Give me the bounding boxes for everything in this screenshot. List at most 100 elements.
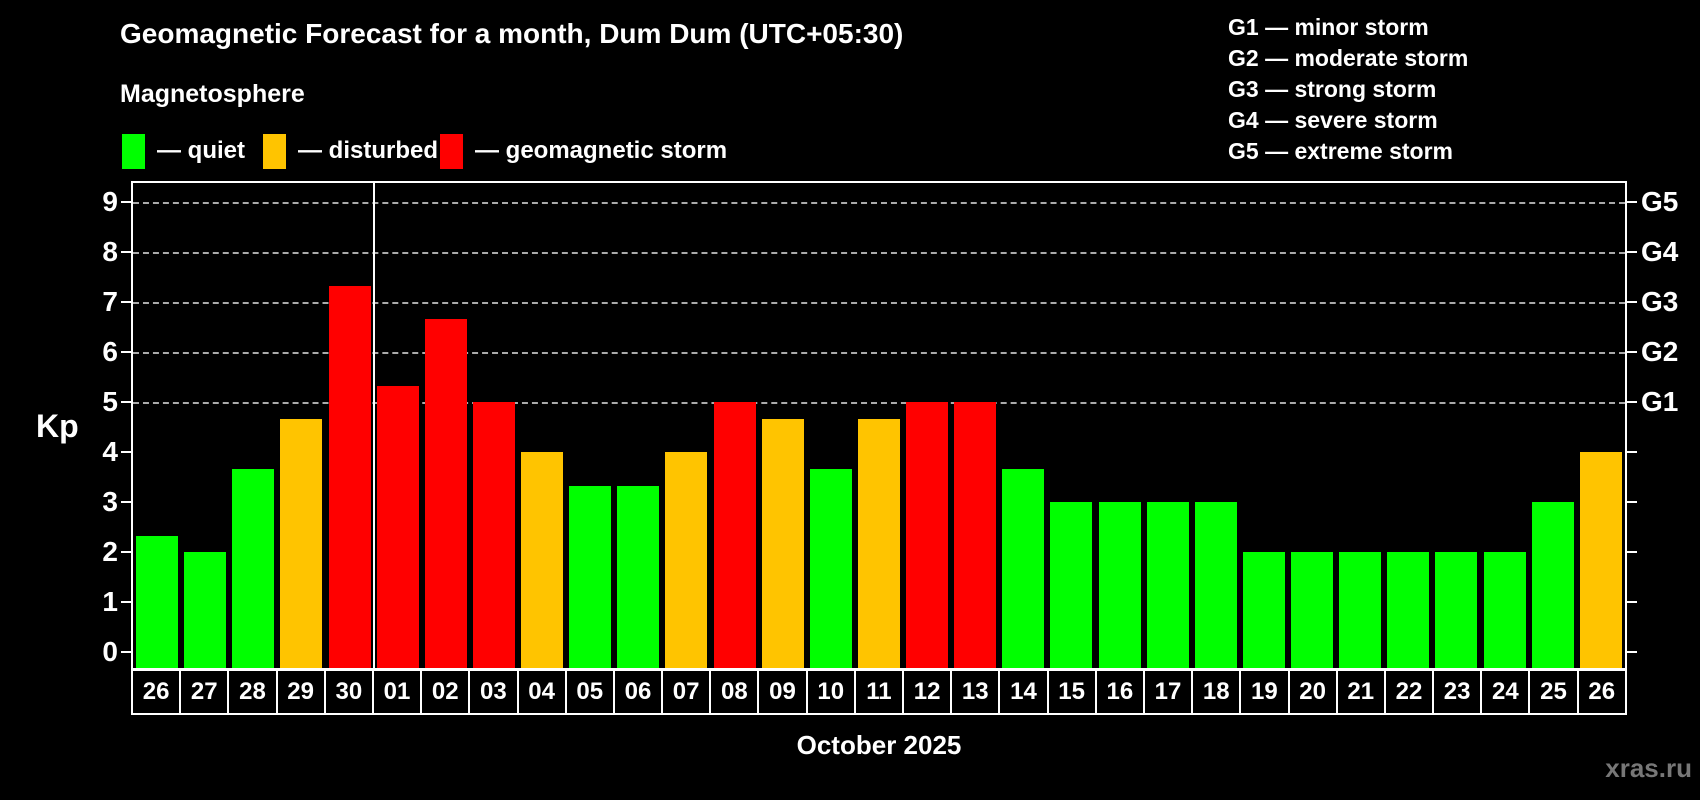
g-legend-item: G3 — strong storm xyxy=(1228,76,1437,102)
legend-label-storm: — geomagnetic storm xyxy=(475,137,728,164)
g-legend-item: G2 — moderate storm xyxy=(1228,45,1469,71)
day-labels-row: 26 27 28 29 30 01 02 03 04 05 06 07 08 09 10 11 12 13 14 15… xyxy=(131,669,1627,715)
right-axis-tick xyxy=(1625,601,1637,603)
kp-bar-day-10 xyxy=(809,468,852,668)
day-label-cell: 20 xyxy=(1287,671,1336,713)
y-tick-label-9: 9 xyxy=(102,186,118,217)
g-legend-item: G1 — minor storm xyxy=(1228,14,1429,40)
day-label-cell: 30 xyxy=(323,671,372,713)
left-axis-tick xyxy=(121,601,133,603)
kp-bar-day-04 xyxy=(521,452,564,668)
legend-item-disturbed: — disturbed xyxy=(263,133,438,169)
kp-bar-day-24 xyxy=(1483,552,1526,668)
legend-label-disturbed: — disturbed xyxy=(298,137,439,164)
right-axis-tick xyxy=(1625,551,1637,553)
y-tick-label-7: 7 xyxy=(102,286,118,317)
left-axis-tick xyxy=(121,351,133,353)
kp-bar-day-08 xyxy=(713,402,756,668)
right-axis-tick xyxy=(1625,401,1637,403)
kp-bar-day-17 xyxy=(1146,502,1189,668)
kp-bar-day-03 xyxy=(472,402,515,668)
right-axis-tick xyxy=(1625,351,1637,353)
y-axis-label: Kp xyxy=(36,408,79,444)
day-label-cell: 28 xyxy=(227,671,275,713)
day-label-cell: 12 xyxy=(902,671,950,713)
kp-bar-day-28 xyxy=(232,468,275,668)
right-axis-tick xyxy=(1625,201,1637,203)
kp-bar-day-27 xyxy=(184,552,227,668)
right-axis-tick xyxy=(1625,501,1637,503)
kp-bar-day-23 xyxy=(1435,552,1478,668)
day-label-cell: 22 xyxy=(1383,671,1432,713)
day-label-cell: 17 xyxy=(1142,671,1191,713)
kp-bar-day-12 xyxy=(906,402,949,668)
y-tick-label-0: 0 xyxy=(102,636,118,667)
kp-bar-day-21 xyxy=(1339,552,1382,668)
day-label-cell: 04 xyxy=(516,671,565,713)
chart-subtitle: Magnetosphere xyxy=(120,80,305,108)
kp-bar-day-25 xyxy=(1531,502,1574,668)
day-label-cell: 26 xyxy=(142,678,170,705)
day-label-cell: 24 xyxy=(1480,671,1528,713)
kp-bar-day-14 xyxy=(1002,468,1045,668)
left-axis-tick xyxy=(121,401,133,403)
left-axis-tick xyxy=(121,301,133,303)
right-axis-label-G2: G2 xyxy=(1641,336,1679,367)
g-legend-item: G5 — extreme storm xyxy=(1228,138,1453,164)
storm-color-swatch xyxy=(440,133,463,169)
kp-bar-day-15 xyxy=(1050,502,1093,668)
kp-bar-day-19 xyxy=(1242,552,1285,668)
kp-bar-day-22 xyxy=(1387,552,1430,668)
day-label-cell: 13 xyxy=(950,671,998,713)
left-axis-tick xyxy=(121,501,133,503)
day-label-cell: 27 xyxy=(179,671,227,713)
day-label-cell: 16 xyxy=(1094,671,1143,713)
y-tick-label-5: 5 xyxy=(102,386,118,417)
kp-bar-day-26 xyxy=(136,535,178,668)
day-label-cell: 06 xyxy=(612,671,661,713)
gridline-kp9 xyxy=(133,202,1625,204)
kp-bar-day-07 xyxy=(665,452,708,668)
right-axis-label-G5: G5 xyxy=(1641,186,1679,217)
left-axis-tick xyxy=(121,651,133,653)
y-tick-label-8: 8 xyxy=(102,236,118,267)
day-label-cell: 26 xyxy=(1576,671,1625,713)
kp-bar-day-09 xyxy=(761,418,804,668)
g-legend-item: G4 — severe storm xyxy=(1228,107,1438,133)
day-label-cell: 10 xyxy=(805,671,854,713)
legend-label-quiet: — quiet xyxy=(157,137,245,164)
right-axis-label-G4: G4 xyxy=(1641,236,1679,267)
kp-bar-day-26 xyxy=(1579,452,1622,668)
day-label-cell: 08 xyxy=(709,671,757,713)
day-label-cell: 15 xyxy=(1046,671,1095,713)
x-axis-title: October 2025 xyxy=(796,730,962,760)
day-label-cell: 25 xyxy=(1528,671,1576,713)
disturbed-color-swatch xyxy=(263,133,286,169)
y-tick-label-6: 6 xyxy=(102,336,118,367)
gridline-kp7 xyxy=(133,302,1625,304)
right-axis-label-G1: G1 xyxy=(1641,386,1679,417)
kp-bar-day-30 xyxy=(328,285,371,668)
left-axis-tick xyxy=(121,201,133,203)
kp-bar-day-06 xyxy=(617,485,660,668)
day-label-cell: 05 xyxy=(564,671,613,713)
left-axis-tick xyxy=(121,251,133,253)
kp-bar-day-05 xyxy=(569,485,612,668)
kp-bar-day-29 xyxy=(280,418,323,668)
right-axis-tick xyxy=(1625,251,1637,253)
page-title: Geomagnetic Forecast for a month, Dum Du… xyxy=(120,18,904,49)
kp-bar-day-11 xyxy=(857,418,900,668)
watermark: xras.ru xyxy=(1605,753,1692,783)
day-label-cell: 03 xyxy=(468,671,516,713)
day-label-cell: 14 xyxy=(998,671,1046,713)
gridline-kp5 xyxy=(133,402,1625,404)
right-axis-tick xyxy=(1625,651,1637,653)
day-label-cell: 23 xyxy=(1432,671,1480,713)
kp-bar-day-18 xyxy=(1194,502,1237,668)
day-label-cell: 19 xyxy=(1239,671,1287,713)
day-label-cell: 21 xyxy=(1335,671,1384,713)
g-scale-legend: G1 — minor storm G2 — moderate storm G3 — … xyxy=(1228,12,1468,167)
day-label-cell: 29 xyxy=(275,671,324,713)
day-label-cell: 11 xyxy=(853,671,902,713)
y-tick-label-4: 4 xyxy=(102,436,118,467)
